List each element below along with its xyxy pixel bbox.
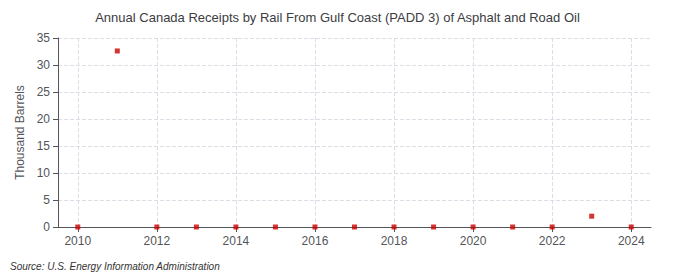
svg-text:2010: 2010 — [64, 234, 91, 248]
svg-text:35: 35 — [37, 31, 51, 45]
svg-text:0: 0 — [43, 220, 50, 234]
svg-text:20: 20 — [37, 112, 51, 126]
svg-text:2018: 2018 — [381, 234, 408, 248]
svg-text:30: 30 — [37, 58, 51, 72]
svg-text:2022: 2022 — [539, 234, 566, 248]
svg-text:2024: 2024 — [618, 234, 645, 248]
svg-text:2012: 2012 — [143, 234, 170, 248]
svg-text:10: 10 — [37, 166, 51, 180]
svg-text:Annual Canada Receipts by Rail: Annual Canada Receipts by Rail From Gulf… — [95, 10, 580, 25]
svg-text:Source: U.S. Energy Informatio: Source: U.S. Energy Information Administ… — [10, 261, 220, 272]
svg-text:15: 15 — [37, 139, 51, 153]
svg-text:25: 25 — [37, 85, 51, 99]
svg-text:5: 5 — [43, 193, 50, 207]
svg-text:Thousand Barrels: Thousand Barrels — [13, 85, 27, 180]
svg-text:2020: 2020 — [460, 234, 487, 248]
svg-text:2014: 2014 — [223, 234, 250, 248]
svg-text:2016: 2016 — [302, 234, 329, 248]
